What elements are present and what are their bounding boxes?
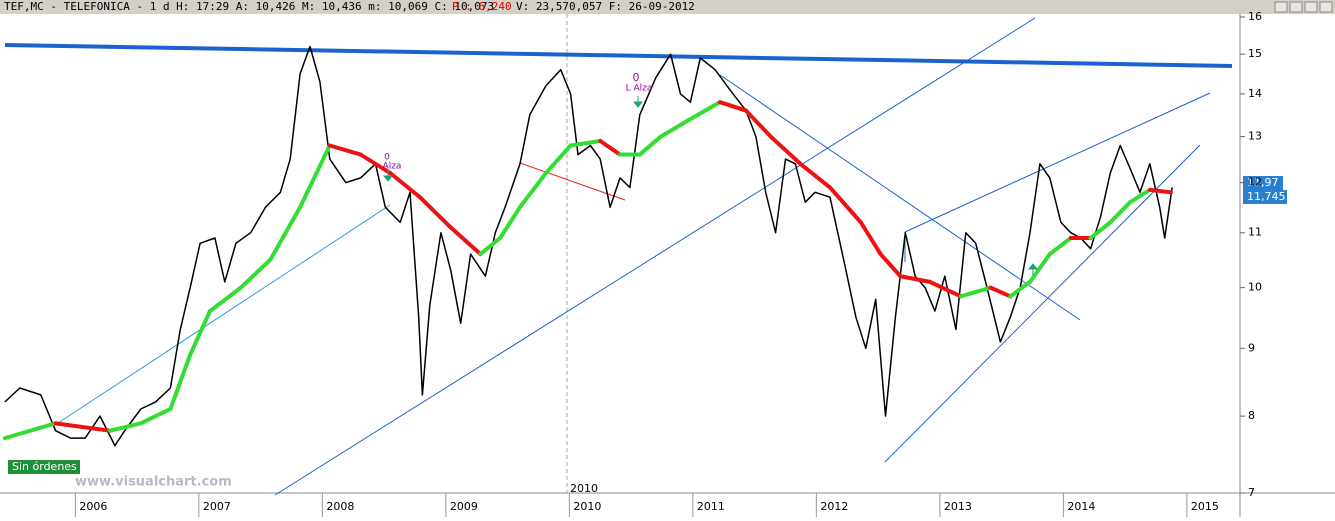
header-price: P : 6,240 (452, 0, 512, 13)
last-price: 11,97 (1247, 176, 1279, 189)
moving-average (637, 134, 663, 157)
moving-average (743, 108, 773, 139)
status-box (8, 460, 80, 474)
moving-average (858, 220, 883, 257)
signals (382, 96, 1039, 275)
moving-average (1028, 252, 1052, 284)
moving-average (598, 139, 622, 157)
moving-average (207, 285, 243, 314)
moving-average (958, 285, 993, 299)
x-tick-label: 2012 (820, 500, 848, 513)
moving-average (358, 152, 393, 176)
moving-average (238, 257, 273, 290)
moving-average (928, 279, 963, 299)
moving-average (1147, 187, 1173, 195)
moving-average (568, 139, 603, 148)
moving-average (768, 134, 803, 166)
x-tick-label: 2009 (450, 500, 478, 513)
plot (2, 45, 1173, 447)
signal-label: Alza (383, 162, 402, 172)
x-tick-label: 2007 (203, 500, 231, 513)
x-tick-label: 2006 (79, 500, 107, 513)
moving-average (718, 100, 748, 113)
moving-average (1128, 187, 1152, 205)
price-line (4, 45, 1173, 447)
x-tick-label: 2013 (944, 500, 972, 513)
moving-average (268, 205, 303, 262)
moving-average (688, 100, 723, 122)
y-tick-label: 7 (1248, 486, 1255, 499)
moving-average (298, 143, 332, 210)
watermark: www.visualchart.com (75, 475, 232, 490)
moving-average (827, 185, 863, 225)
x-tick-label: 2015 (1191, 500, 1219, 513)
moving-average (168, 352, 193, 411)
moving-average (988, 285, 1013, 299)
status-text: Sin órdenes (12, 460, 77, 473)
x-tick-label: 2008 (326, 500, 354, 513)
moving-average (138, 406, 173, 426)
moving-average (388, 171, 422, 200)
last-price-box (1243, 190, 1287, 204)
moving-average (1008, 279, 1033, 299)
moving-average (478, 236, 503, 257)
moving-average (2, 421, 58, 441)
x-tick-label: 2010 (573, 500, 601, 513)
signal-count: 0 (384, 153, 390, 163)
moving-average (798, 161, 832, 190)
y-tick-label: 11 (1248, 226, 1262, 239)
moving-average (658, 117, 693, 139)
moving-average (517, 171, 548, 210)
last-price: 11,745 (1247, 190, 1286, 203)
y-tick-label: 14 (1248, 87, 1262, 100)
y-tick-label: 16 (1248, 10, 1262, 23)
moving-average (107, 421, 143, 433)
cursor-label: 2010 (570, 482, 598, 495)
header-volume: V: 23,570,057 F: 26-09-2012 (516, 0, 695, 13)
moving-average (188, 309, 212, 357)
signal-label: L Alza (626, 84, 653, 94)
moving-average (448, 225, 483, 257)
y-tick-label: 12 (1248, 176, 1262, 189)
header-bar (0, 0, 1335, 14)
last-price-box (1243, 176, 1283, 190)
moving-average (498, 205, 522, 241)
y-tick-label: 9 (1248, 341, 1255, 354)
moving-average (1047, 236, 1073, 257)
moving-average (898, 274, 932, 284)
x-tick-label: 2011 (697, 500, 725, 513)
moving-average (878, 252, 903, 279)
signal-count: 0 (633, 71, 640, 84)
trend-lines (4, 17, 1233, 496)
y-tick-label: 13 (1248, 130, 1262, 143)
window-buttons[interactable] (1274, 1, 1333, 13)
moving-average (53, 421, 112, 433)
y-tick-label: 15 (1248, 47, 1262, 60)
y-tick-label: 10 (1248, 281, 1262, 294)
moving-average (1088, 220, 1113, 241)
header-text: TEF,MC - TELEFONICA - 1 d H: 17:29 A: 10… (4, 0, 494, 13)
moving-average (327, 143, 363, 157)
moving-average (1108, 200, 1133, 225)
x-tick-label: 2014 (1067, 500, 1095, 513)
moving-average (543, 143, 573, 176)
moving-average (417, 195, 453, 230)
y-tick-label: 8 (1248, 409, 1255, 422)
